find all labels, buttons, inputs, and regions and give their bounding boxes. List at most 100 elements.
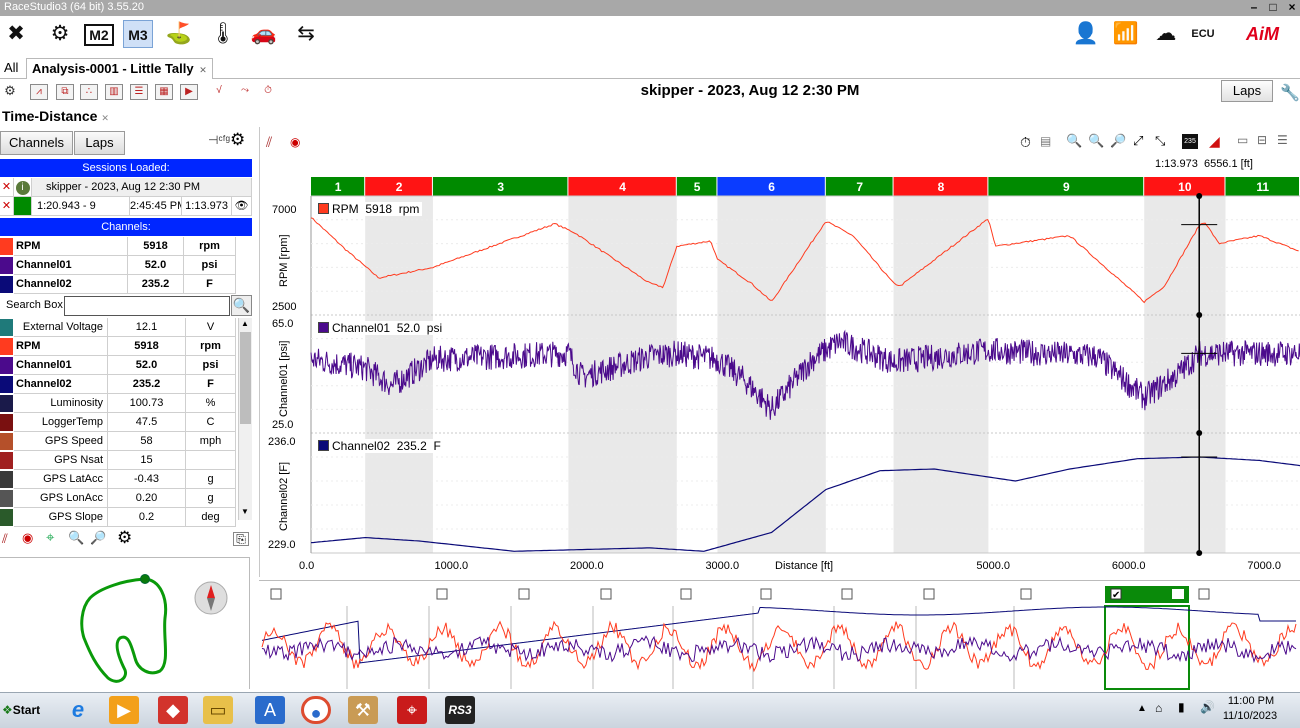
add-car-icon[interactable]: 🚗 <box>250 22 278 45</box>
track-icon[interactable]: ⛳ <box>165 22 193 45</box>
map-gear-icon[interactable]: ⚙ <box>117 528 133 547</box>
m2-device-icon[interactable]: M2 <box>84 24 114 46</box>
center-icon[interactable]: ⌖ <box>46 529 55 546</box>
remove-lap-icon[interactable]: ✕ <box>0 197 14 216</box>
tray-usb-icon[interactable]: ⌂ <box>1155 701 1163 715</box>
stopwatch-icon[interactable]: ⏱ <box>264 85 272 96</box>
ie-icon[interactable]: e <box>71 697 85 722</box>
record-tool-icon[interactable]: ◉ <box>290 135 301 149</box>
zoom-value-badge[interactable]: 235 <box>1182 134 1198 149</box>
m3-device-icon[interactable]: M3 <box>123 20 153 48</box>
connect-icon[interactable]: ⇆ <box>297 22 315 45</box>
scatter-view-icon[interactable]: ∴ <box>80 84 98 100</box>
channel-list-item-row[interactable]: GPS Speed 58 mph <box>0 432 252 451</box>
laps-tab-button[interactable]: Laps <box>74 131 125 155</box>
chart-zoom-in-icon[interactable]: 🔍 <box>1088 133 1105 148</box>
scrollbar-thumb[interactable] <box>240 332 251 424</box>
user-icon[interactable]: 👤 <box>1072 22 1100 45</box>
time-distance-chart[interactable]: ⫽ ◉ ⏱ ▤ 🔍 🔍 🔎 ⤢ ⤡ 235 ◢ ▭ ⊟ ☰ 1:13.973 6… <box>259 127 1300 577</box>
channel-list-item-row[interactable]: GPS Nsat 15 <box>0 451 252 470</box>
gear-icon[interactable]: ⚙ <box>50 22 70 45</box>
ruler-tool-icon[interactable]: ▤ <box>1040 134 1052 148</box>
wrench-settings-icon[interactable]: 🔧 <box>1280 85 1300 102</box>
search-icon[interactable]: 🔍 <box>231 295 252 316</box>
chart-svg[interactable]: 1 2 3 4 5 6 7 8 9 10 11 <box>260 175 1300 577</box>
settings-icon[interactable]: ⚙ <box>4 83 16 98</box>
tray-expand-icon[interactable]: ▲ <box>1137 703 1147 714</box>
channel-list-item-row[interactable]: GPS LonAcc 0.20 g <box>0 489 252 508</box>
zoom-in-icon[interactable]: 🔍 <box>68 530 85 545</box>
reset-view-icon[interactable]: ⤡ <box>1155 133 1166 148</box>
session-row[interactable]: ✕ i skipper - 2023, Aug 12 2:30 PM <box>0 178 252 197</box>
overview-svg[interactable]: ✔ <box>259 581 1300 691</box>
triangle-marker-icon[interactable]: ◢ <box>1209 133 1220 149</box>
record-icon[interactable]: ◉ <box>22 530 34 545</box>
channel-list-item-row[interactable]: External Voltage 12.1 V <box>0 318 252 337</box>
selected-channel-row[interactable]: RPM 5918 rpm <box>0 237 252 256</box>
cfg-icon[interactable]: ⊣ᶜᶠᵍ <box>208 133 230 147</box>
measure-icon[interactable]: ⫽ <box>2 531 8 546</box>
cloud-download-icon[interactable]: ☁ <box>1155 22 1177 45</box>
layout-split-icon[interactable]: ⊟ <box>1257 133 1268 147</box>
channel-list-item-row[interactable]: RPM 5918 rpm <box>0 337 252 356</box>
wifi-icon[interactable]: 📶 <box>1112 22 1140 45</box>
laps-button[interactable]: Laps <box>1221 80 1273 102</box>
channel-list-item-row[interactable]: GPS LatAcc -0.43 g <box>0 470 252 489</box>
channel-list-item-row[interactable]: GPS Slope 0.2 deg <box>0 508 252 527</box>
channels-tab-button[interactable]: Channels <box>0 131 73 155</box>
media-player-icon[interactable]: ▶ <box>109 696 139 724</box>
panel-gear-icon[interactable]: ⚙ <box>230 130 246 149</box>
pdf-reader-icon[interactable]: ⌖ <box>397 696 427 724</box>
scroll-up-icon[interactable]: ▲ <box>241 319 249 328</box>
racestudio-icon[interactable]: RS3 <box>445 696 475 724</box>
remove-session-icon[interactable]: ✕ <box>0 178 14 197</box>
channel-list-item-row[interactable]: Luminosity 100.73% <box>0 394 252 413</box>
file-explorer-icon[interactable]: ▭ <box>203 696 233 724</box>
start-button[interactable]: ❖Start <box>2 698 46 722</box>
tab-analysis[interactable]: Analysis-0001 - Little Tally ✕ <box>26 58 213 79</box>
time-distance-view-icon[interactable]: ⩘ <box>30 84 48 100</box>
channels-report-icon[interactable]: ☰ <box>130 84 148 100</box>
close-icon[interactable]: × <box>1288 0 1296 14</box>
selected-channel-row[interactable]: Channel02 235.2 F <box>0 275 252 294</box>
track-map-icon[interactable]: ⤳ <box>241 85 249 96</box>
zoom-out-icon[interactable]: 🔎 <box>90 530 107 545</box>
stopwatch-tool-icon[interactable]: ⏱ <box>1020 134 1031 150</box>
histogram-view-icon[interactable]: ▥ <box>105 84 123 100</box>
app-a-icon[interactable]: A <box>255 696 285 724</box>
chrome-icon[interactable]: ● <box>301 696 331 724</box>
channel-list-item-row[interactable]: Channel02 235.2 F <box>0 375 252 394</box>
tab-all[interactable]: All <box>4 60 19 75</box>
video-icon[interactable]: ▶ <box>180 84 198 100</box>
track-report-icon[interactable]: ▦ <box>155 84 173 100</box>
measure-tool-icon[interactable]: ⫽ <box>266 134 273 150</box>
channel-list-item-row[interactable]: LoggerTemp 47.5 C <box>0 413 252 432</box>
ecu-icon[interactable]: ECU <box>1191 28 1215 40</box>
minimize-icon[interactable]: – <box>1250 0 1258 14</box>
temperature-icon[interactable]: 🌡 <box>209 22 237 45</box>
layout-list-icon[interactable]: ☰ <box>1277 133 1288 147</box>
expand-icon[interactable]: ⤢ <box>1133 133 1144 148</box>
search-input[interactable] <box>64 296 230 316</box>
app-tools-icon[interactable]: ⚒ <box>348 696 378 724</box>
map-export-icon[interactable]: ⎘ <box>233 532 249 546</box>
math-channel-icon[interactable]: √ <box>216 85 222 96</box>
chart-zoom-out-icon[interactable]: 🔎 <box>1110 133 1127 148</box>
tray-volume-icon[interactable]: 🔊 <box>1200 700 1215 714</box>
split-view-icon[interactable]: ⧉ <box>56 84 74 100</box>
layout-single-icon[interactable]: ▭ <box>1237 133 1249 147</box>
tab-close-icon[interactable]: ✕ <box>199 65 207 75</box>
lap-overview-strip[interactable]: ✔ <box>259 580 1300 690</box>
view-close-icon[interactable]: ✕ <box>101 113 109 123</box>
visibility-eye-icon[interactable]: 👁 <box>232 197 252 216</box>
zoom-fit-icon[interactable]: 🔍 <box>1066 133 1083 148</box>
lap-row[interactable]: ✕ 1:20.943 - 9 2:45:45 PM 1:13.973 👁 <box>0 197 252 216</box>
track-map-canvas[interactable] <box>0 557 250 689</box>
maximize-icon[interactable]: □ <box>1269 0 1277 14</box>
scroll-down-icon[interactable]: ▼ <box>241 507 249 516</box>
tray-network-icon[interactable]: ▮ <box>1178 700 1185 714</box>
wrench-icon[interactable]: ✖ <box>7 22 25 45</box>
channel-list-item-row[interactable]: Channel01 52.0 psi <box>0 356 252 375</box>
app-red-icon[interactable]: ◆ <box>158 696 188 724</box>
selected-channel-row[interactable]: Channel01 52.0 psi <box>0 256 252 275</box>
